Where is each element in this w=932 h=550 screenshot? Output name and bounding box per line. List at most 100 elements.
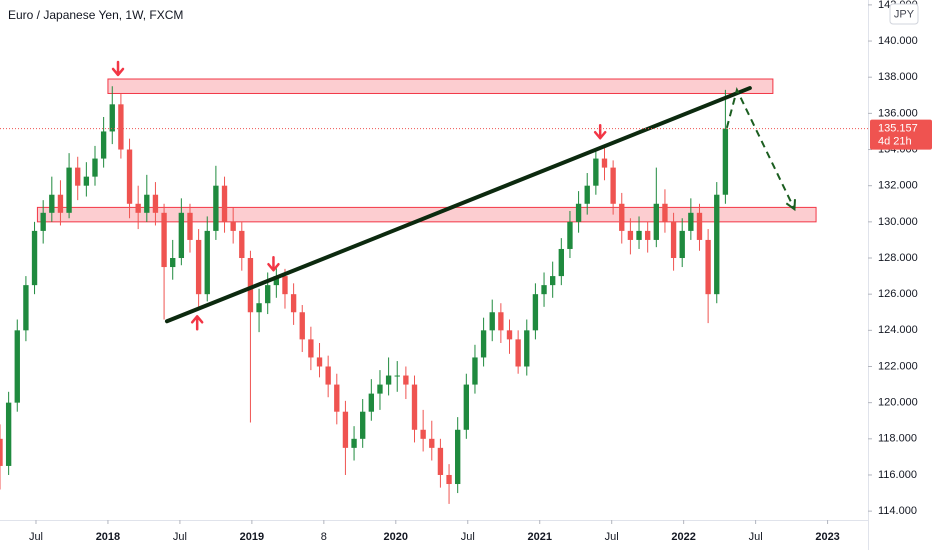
candle-body — [524, 330, 530, 367]
currency-badge[interactable] — [889, 3, 919, 25]
candle-body — [429, 438, 435, 448]
last-price-box — [870, 119, 932, 150]
candle-body — [213, 185, 219, 231]
candle-body — [230, 221, 236, 231]
x-tick-label: Jul — [605, 531, 619, 543]
marker-arrow — [190, 315, 204, 331]
candle-body — [705, 239, 711, 295]
y-tick-label: 140.000 — [878, 35, 918, 47]
candle-body — [83, 176, 90, 186]
candle-body — [126, 149, 133, 204]
candle-body — [610, 167, 616, 204]
x-tick-label: Jul — [461, 531, 475, 543]
candle-body — [178, 212, 185, 259]
candle-body — [273, 276, 280, 286]
candle-body — [584, 185, 590, 204]
marker-arrow — [267, 255, 280, 272]
candle-body — [5, 402, 12, 466]
last-price-label: 135.157 — [878, 123, 918, 135]
candle-body — [455, 429, 461, 485]
candle-body — [161, 212, 167, 268]
trendline — [164, 86, 752, 324]
x-tick-label: Jul — [29, 531, 43, 543]
candle-body — [342, 411, 349, 448]
candle-body — [31, 230, 38, 286]
candle-body — [472, 357, 478, 385]
x-tick-label: 2023 — [815, 531, 839, 543]
candle-body — [653, 203, 659, 240]
x-tick-label: 8 — [321, 531, 327, 543]
x-tick-label: 2021 — [527, 531, 551, 543]
projection-head — [785, 199, 796, 212]
marker-arrow — [111, 60, 125, 77]
candle-body — [688, 212, 694, 231]
candle-body — [239, 230, 245, 259]
axes: 114.000 116.000 118.000 120.000 122.000 124.0… — [29, 0, 932, 543]
candle-body — [360, 411, 366, 439]
x-tick-label: 2020 — [384, 531, 408, 543]
candle-body — [351, 438, 357, 448]
countdown-label: 4d 21h — [878, 136, 912, 148]
candle-body — [92, 158, 98, 177]
candle-body — [265, 285, 271, 304]
candle-body — [506, 330, 513, 340]
plot-area — [0, 60, 868, 504]
chart-title: Euro / Japanese Yen, 1W, FXCM — [8, 8, 183, 22]
x-tick-label: 2022 — [671, 531, 695, 543]
y-tick-label: 130.000 — [878, 216, 918, 228]
candle-body — [325, 366, 331, 385]
y-tick-label: 138.000 — [878, 71, 918, 83]
candle-body — [377, 384, 383, 394]
candle-body — [593, 158, 599, 186]
candle-body — [722, 128, 729, 195]
candle-body — [463, 384, 469, 430]
candle-body — [195, 239, 202, 295]
candle-body — [204, 230, 210, 295]
y-tick-label: 114.000 — [878, 505, 917, 517]
candle-body — [714, 194, 720, 295]
candle-body — [282, 276, 288, 295]
candle-body — [489, 312, 495, 331]
candle-body — [49, 194, 55, 213]
candle-body — [644, 230, 651, 240]
candle-body — [170, 258, 176, 268]
candle-body — [575, 203, 582, 222]
candle-body — [14, 330, 20, 403]
y-tick-label: 120.000 — [878, 397, 918, 409]
candle-body — [627, 230, 634, 240]
candle-body — [558, 248, 564, 277]
candle-body — [532, 294, 539, 331]
y-tick-label: 128.000 — [878, 252, 918, 264]
candle-body — [118, 104, 124, 150]
candle-body — [601, 158, 608, 168]
candle-body — [290, 294, 297, 313]
candle-body — [696, 212, 703, 240]
candle-body — [316, 357, 323, 367]
candle-body — [135, 203, 141, 213]
marker-arrow — [593, 124, 607, 140]
candle-body — [385, 375, 392, 385]
projection — [725, 86, 796, 210]
x-tick-label: Jul — [173, 531, 187, 543]
candle-body — [498, 312, 504, 331]
candle-body — [299, 312, 305, 340]
y-tick-label: 132.000 — [878, 180, 918, 192]
candle-body — [152, 194, 159, 213]
y-tick-label: 118.000 — [878, 433, 917, 445]
candle-body — [221, 185, 228, 222]
candle-body — [247, 258, 254, 313]
candle-body — [40, 212, 46, 231]
candle-body — [334, 384, 340, 412]
candle-body — [550, 276, 556, 286]
candle-body — [437, 447, 444, 475]
candle-body — [23, 285, 29, 331]
candle-body — [411, 384, 418, 430]
candle-body — [308, 339, 314, 358]
candle-body — [403, 375, 409, 385]
candle-body — [100, 131, 107, 159]
candle-body — [0, 438, 3, 466]
candle-body — [541, 285, 547, 295]
